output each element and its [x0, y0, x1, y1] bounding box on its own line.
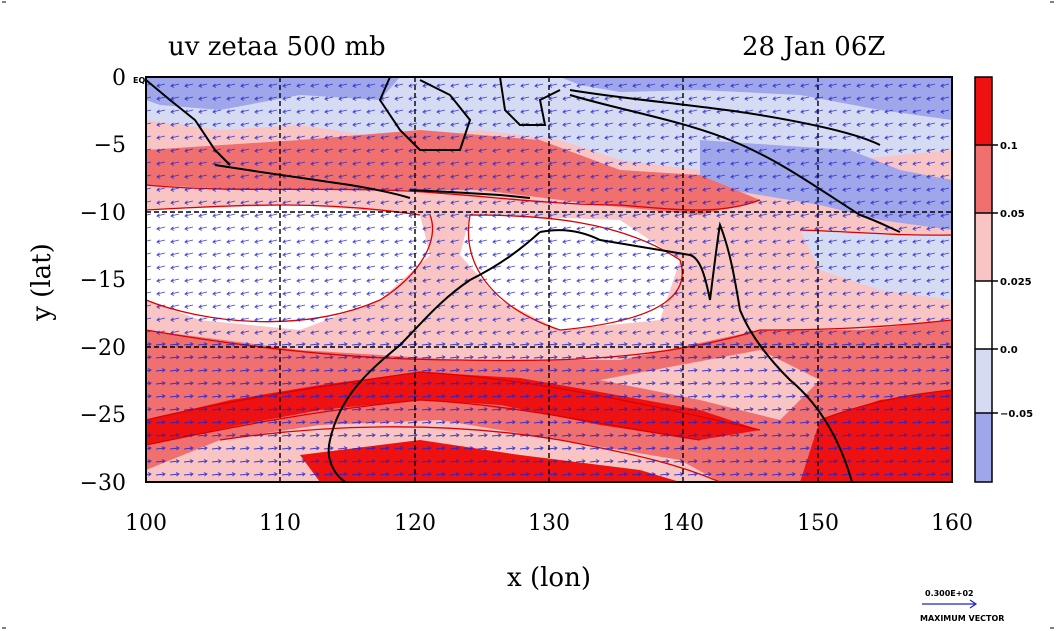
- map-title: uv zetaa 500 mb: [168, 32, 386, 62]
- coast-cape-york: [709, 221, 853, 482]
- x-tick-100: 100: [125, 511, 167, 536]
- x-axis-label: x (lon): [507, 563, 591, 593]
- colorbar-swatch-light-red: [975, 213, 992, 281]
- vector-key-label: MAXIMUM VECTOR: [920, 614, 1004, 623]
- coast-borneo: [378, 77, 472, 151]
- colorbar: 0.1 0.05 0.025 0.0 −0.05: [974, 76, 1033, 483]
- y-tick-minus10: −10: [80, 201, 126, 226]
- colorbar-swatch-white: [975, 281, 992, 349]
- colorbar-label-0.05: 0.05: [1000, 209, 1025, 220]
- colorbar-label-0.025: 0.025: [1000, 277, 1032, 288]
- y-tick-minus5: −5: [94, 133, 126, 158]
- x-tick-130: 130: [528, 511, 570, 536]
- vector-key: 0.300E+02 MAXIMUM VECTOR: [920, 589, 1004, 623]
- coastlines: [146, 77, 901, 482]
- x-tick-140: 140: [662, 511, 704, 536]
- colorbar-swatch-strong-red: [975, 77, 992, 145]
- coast-australia-north: [539, 229, 711, 301]
- equator-label: EQ: [133, 76, 145, 85]
- map-frame: [145, 76, 953, 483]
- colorbar-label-0.0: 0.0: [1000, 345, 1018, 356]
- coast-australia-west: [327, 231, 541, 482]
- colorbar-swatch-light-blue: [975, 349, 992, 413]
- coast-sumatra: [146, 79, 231, 166]
- x-axis: 100 110 120 130 140 150 160: [125, 511, 973, 536]
- colorbar-swatch-mid-red: [975, 145, 992, 213]
- coast-lesser-sunda: [409, 189, 531, 199]
- y-axis-label: y (lat): [27, 243, 57, 322]
- coast-new-guinea-north: [569, 89, 881, 146]
- x-tick-120: 120: [394, 511, 436, 536]
- graticule: [146, 77, 952, 482]
- coast-java: [214, 164, 411, 199]
- y-tick-minus15: −15: [80, 268, 126, 293]
- coast-sulawesi: [499, 77, 561, 126]
- y-tick-minus20: −20: [80, 336, 126, 361]
- x-tick-150: 150: [797, 511, 839, 536]
- colorbar-label-minus0.05: −0.05: [1000, 409, 1033, 420]
- colorbar-swatch-blue: [975, 413, 992, 482]
- y-tick-minus30: −30: [80, 471, 126, 496]
- map-valid-time: 28 Jan 06Z: [742, 32, 885, 62]
- x-tick-160: 160: [931, 511, 973, 536]
- y-tick-minus25: −25: [80, 403, 126, 428]
- y-tick-0: 0: [112, 66, 126, 91]
- vector-key-arrow-icon: [922, 599, 978, 609]
- x-tick-110: 110: [259, 511, 301, 536]
- y-axis: 0 −5 −10 −15 −20 −25 −30: [80, 66, 126, 496]
- coast-new-guinea: [569, 94, 901, 233]
- colorbar-label-0.1: 0.1: [1000, 141, 1018, 152]
- vector-key-value: 0.300E+02: [925, 589, 974, 598]
